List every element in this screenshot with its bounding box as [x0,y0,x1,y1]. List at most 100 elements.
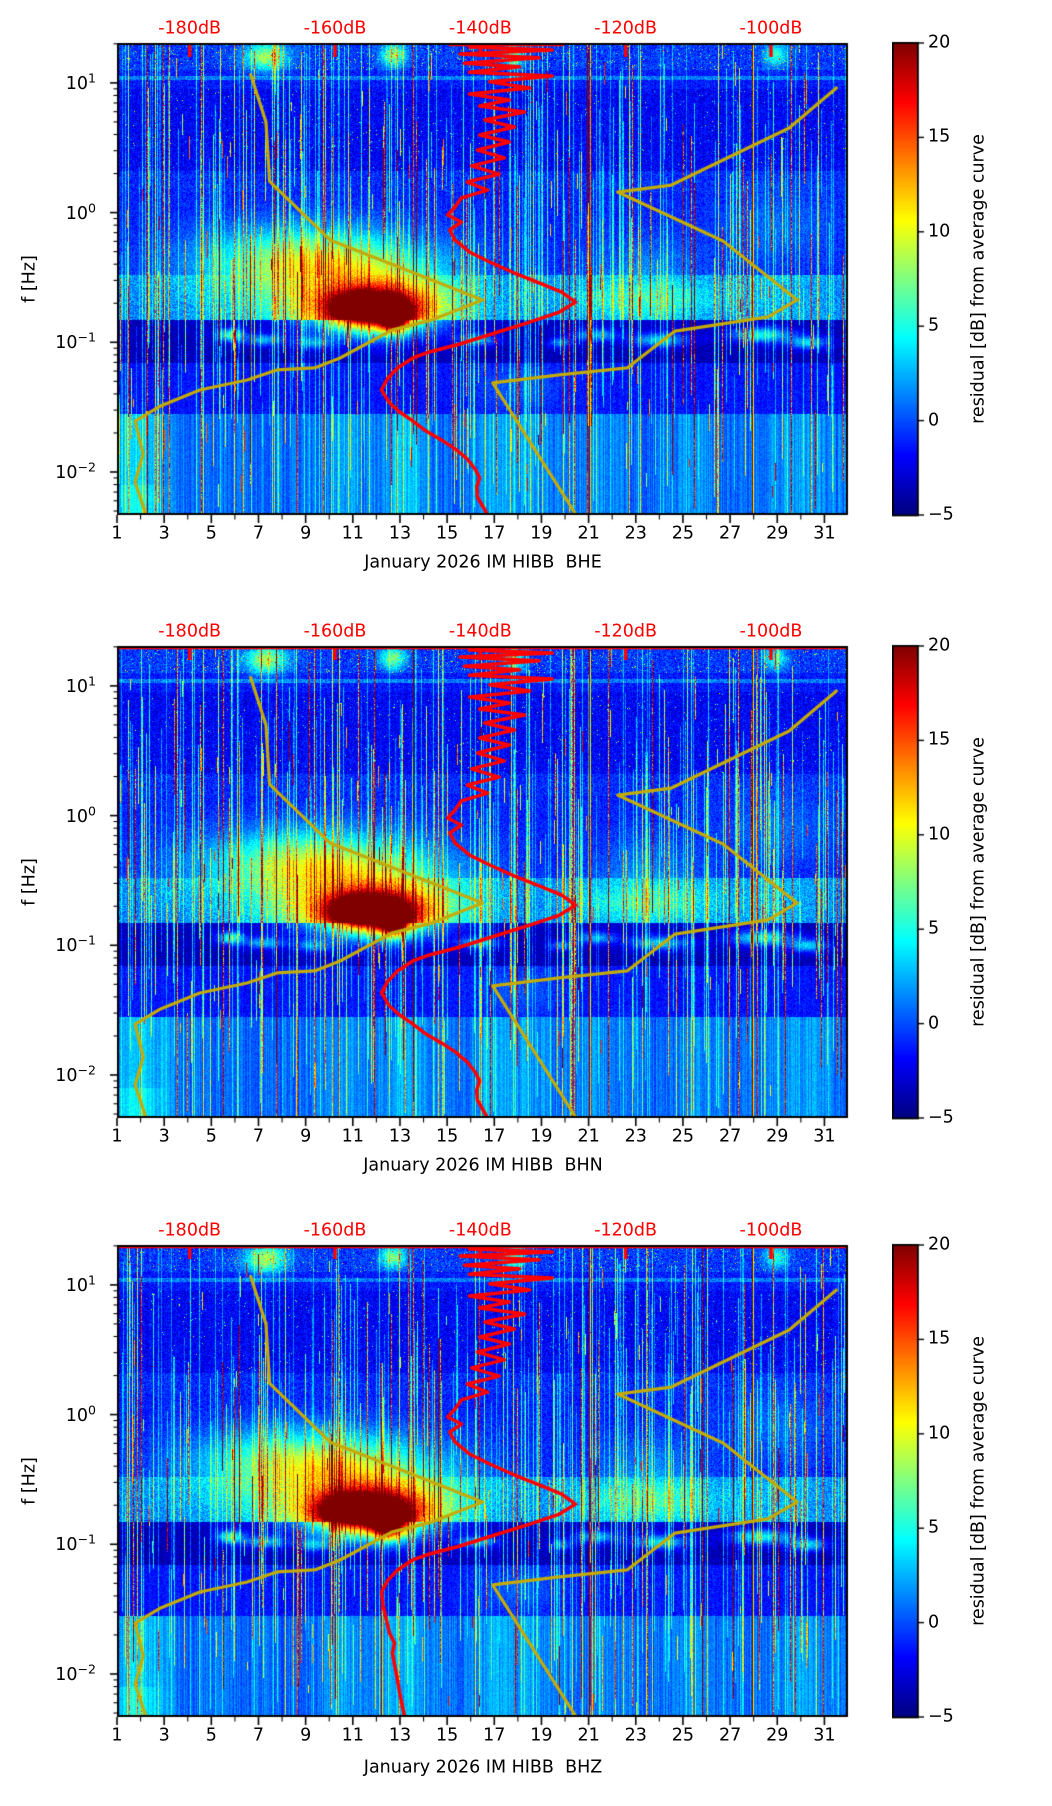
x-tick-label: 25 [671,523,695,544]
colorbar-tick-label: −5 [928,504,954,525]
spectrogram-canvas-bhn [97,641,868,1143]
x-tick-label: 11 [341,1126,364,1147]
panel-title-bhe: January 2026 IM HIBB BHE [364,552,602,573]
colorbar-canvas-bhe [892,41,936,517]
x-tick-label: 15 [435,1725,459,1746]
x-tick-label: 5 [205,523,217,544]
y-tick-label: 101 [65,1272,96,1297]
x-tick-label: 25 [671,1126,695,1147]
colorbar-canvas-bhn [892,644,936,1120]
x-tick-label: 7 [252,1126,265,1147]
x-tick-label: 29 [766,523,789,544]
y-tick-label: 101 [65,70,96,95]
top-axis-db-label: -100dB [739,621,803,642]
x-tick-label: 19 [530,523,553,544]
top-axis-db-label: -160dB [303,1220,367,1241]
y-tick-label: 10−2 [55,1661,96,1686]
x-tick-label: 21 [577,523,600,544]
x-tick-label: 9 [300,1126,312,1147]
top-axis-db-label: -120dB [594,18,658,39]
y-tick-label: 10−2 [55,459,96,484]
x-tick-label: 7 [252,1725,265,1746]
x-tick-label: 1 [111,1126,123,1147]
x-tick-label: 21 [577,1725,600,1746]
x-tick-label: 1 [111,1725,123,1746]
x-tick-label: 13 [388,523,412,544]
x-tick-label: 1 [111,523,123,544]
x-tick-label: 19 [530,1126,553,1147]
colorbar-tick-label: 0 [928,1611,940,1632]
y-tick-label: 100 [65,802,96,827]
colorbar-tick-label: 15 [928,729,951,750]
y-tick-label: 101 [65,673,96,698]
colorbar-tick-label: 20 [928,635,951,656]
y-axis-label: f [Hz] [19,1457,40,1505]
x-tick-label: 3 [158,1126,170,1147]
top-axis-db-label: -100dB [739,18,803,39]
top-axis-db-label: -120dB [594,1220,658,1241]
x-tick-label: 31 [813,1725,836,1746]
top-axis-db-label: -180dB [158,18,222,39]
y-axis-label: f [Hz] [19,858,40,906]
top-axis-db-label: -140dB [448,1220,512,1241]
colorbar-tick-label: 10 [928,824,951,845]
top-axis-db-label: -180dB [158,1220,222,1241]
x-tick-label: 15 [435,523,459,544]
x-tick-label: 9 [300,523,312,544]
x-tick-label: 31 [813,1126,836,1147]
x-tick-label: 9 [300,1725,312,1746]
top-axis-db-label: -180dB [158,621,222,642]
colorbar-tick-label: 20 [928,32,951,53]
x-tick-label: 19 [530,1725,553,1746]
top-axis-db-label: -120dB [594,621,658,642]
colorbar-tick-label: 20 [928,1234,951,1255]
x-tick-label: 13 [388,1725,412,1746]
colorbar-tick-label: 10 [928,221,951,242]
colorbar-tick-label: 5 [928,315,940,336]
top-axis-db-label: -140dB [448,18,512,39]
colorbar-tick-label: −5 [928,1706,954,1727]
colorbar-tick-label: 15 [928,126,951,147]
top-axis-db-label: -160dB [303,621,367,642]
colorbar-label-bhe: residual [dB] from average curve [968,134,989,424]
y-tick-label: 100 [65,1401,96,1426]
x-tick-label: 31 [813,523,836,544]
x-tick-label: 23 [624,523,647,544]
x-tick-label: 5 [205,1126,217,1147]
colorbar-tick-label: 0 [928,409,940,430]
y-tick-label: 10−1 [55,1531,96,1556]
x-tick-label: 3 [158,1725,170,1746]
x-tick-label: 29 [766,1725,789,1746]
x-tick-label: 21 [577,1126,600,1147]
x-tick-label: 13 [388,1126,412,1147]
x-tick-label: 27 [718,1126,742,1147]
x-tick-label: 17 [483,1725,506,1746]
colorbar-label-bhz: residual [dB] from average curve [968,1336,989,1626]
x-tick-label: 23 [624,1725,647,1746]
x-tick-label: 5 [205,1725,217,1746]
y-axis-label: f [Hz] [19,255,40,303]
x-tick-label: 17 [483,523,506,544]
y-tick-label: 10−2 [55,1062,96,1087]
spectrogram-canvas-bhe [97,38,868,540]
x-tick-label: 11 [341,1725,364,1746]
colorbar-tick-label: 0 [928,1012,940,1033]
colorbar-tick-label: 5 [928,1517,940,1538]
colorbar-tick-label: −5 [928,1107,954,1128]
top-axis-db-label: -140dB [448,621,512,642]
x-tick-label: 29 [766,1126,789,1147]
top-axis-db-label: -100dB [739,1220,803,1241]
colorbar-tick-label: 15 [928,1328,951,1349]
colorbar-tick-label: 5 [928,918,940,939]
colorbar-label-bhn: residual [dB] from average curve [968,737,989,1027]
x-tick-label: 7 [252,523,265,544]
colorbar-canvas-bhz [892,1243,936,1719]
y-tick-label: 10−1 [55,932,96,957]
y-tick-label: 10−1 [55,329,96,354]
x-tick-label: 11 [341,523,364,544]
top-axis-db-label: -160dB [303,18,367,39]
x-tick-label: 27 [718,523,742,544]
spectrogram-canvas-bhz [97,1240,868,1742]
colorbar-tick-label: 10 [928,1423,951,1444]
panel-title-bhz: January 2026 IM HIBB BHZ [363,1757,603,1778]
